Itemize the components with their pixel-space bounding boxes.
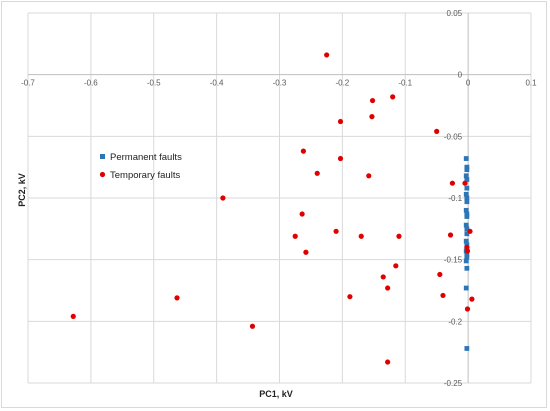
permanent-fault-point [463,207,469,213]
temporary-fault-point [358,233,364,239]
permanent-fault-point [463,156,469,161]
temporary-fault-point [333,228,339,234]
y-tick-label: -0.15 [444,256,463,265]
temporary-fault-point [396,233,402,239]
permanent-fault-point [463,222,469,228]
x-tick-label: -0.2 [335,79,349,88]
y-tick-label: -0.2 [448,317,462,326]
temporary-fault-point [300,148,306,154]
temporary-fault-point [70,313,76,319]
y-tick-label: 0.05 [447,9,463,18]
temporary-fault-point [469,296,475,302]
x-tick-label: -0.5 [147,79,161,88]
temporary-fault-point [385,285,391,291]
permanent-fault-point [464,346,470,351]
x-tick-label: -0.1 [398,79,412,88]
temporary-fault-point [447,232,454,238]
data-points [70,52,475,365]
legend-label-temporary: Temporary faults [110,170,180,181]
x-tick-label: 0 [466,79,471,88]
permanent-fault-point [463,173,469,179]
temporary-fault-point [292,233,298,239]
permanent-fault-point [464,185,470,191]
permanent-fault-point [463,258,469,264]
y-tick-label: -0.25 [444,379,463,388]
temporary-fault-point [337,118,344,125]
temporary-fault-point [434,128,440,134]
temporary-fault-point [390,94,396,100]
permanent-fault-point [464,214,470,219]
temporary-fault-point [369,114,375,120]
permanent-fault-point [464,252,470,258]
temporary-fault-point [464,306,471,312]
temporary-fault-point [380,274,386,280]
legend-label-permanent: Permanent faults [110,152,182,163]
permanent-fault-point [464,164,470,170]
temporary-fault-point [314,170,320,176]
temporary-fault-point [249,323,256,329]
permanent-fault-point [464,226,470,232]
x-tick-label: 0.1 [525,79,537,88]
x-tick-label: -0.7 [21,79,35,88]
temporary-fault-point [440,292,446,299]
y-axis-title: PC2, kV [17,173,27,207]
permanent-fault-point [464,195,470,201]
temporary-fault-point [464,248,471,254]
permanent-fault-point [464,231,470,237]
x-tick-label: -0.4 [210,79,224,88]
temporary-fault-point [437,271,443,278]
permanent-fault-point [464,265,470,271]
temporary-fault-point [337,155,344,162]
tick-labels: -0.7 -0.6 -0.5 -0.4 -0.3 -0.2 -0.1 0 0.1 0.05 0 -0.… [21,9,537,388]
x-tick-label: -0.3 [273,79,287,88]
temporary-fault-point [462,180,468,186]
temporary-fault-point [220,195,226,201]
temporary-fault-point [393,263,399,269]
permanent-fault-point [464,254,470,260]
temporary-fault-point [366,173,372,179]
temporary-fault-point [449,180,456,186]
temporary-fault-point [385,359,391,365]
temporary-fault-point [299,211,305,217]
permanent-fault-point [463,238,469,244]
temporary-fault-point [467,228,473,234]
temporary-fault-point [174,295,180,301]
permanent-fault-point [463,191,469,197]
y-tick-label: -0.05 [444,132,463,141]
permanent-fault-point [464,211,470,217]
legend-marker-permanent [100,154,105,159]
temporary-fault-point [369,97,376,104]
permanent-fault-point [464,177,470,182]
temporary-fault-point [324,52,330,58]
temporary-fault-point [303,249,309,255]
temporary-fault-point [347,294,353,300]
legend: Permanent faults Temporary faults [99,152,182,181]
permanent-fault-point [464,199,470,205]
x-axis-title: PC1, kV [259,389,293,399]
legend-marker-temporary [99,171,106,178]
y-tick-label: -0.1 [448,194,462,203]
y-tick-label: 0 [458,71,463,80]
x-tick-label: -0.6 [84,79,98,88]
permanent-fault-point [464,167,470,173]
permanent-fault-point [463,285,469,291]
grid-layer [27,12,532,384]
